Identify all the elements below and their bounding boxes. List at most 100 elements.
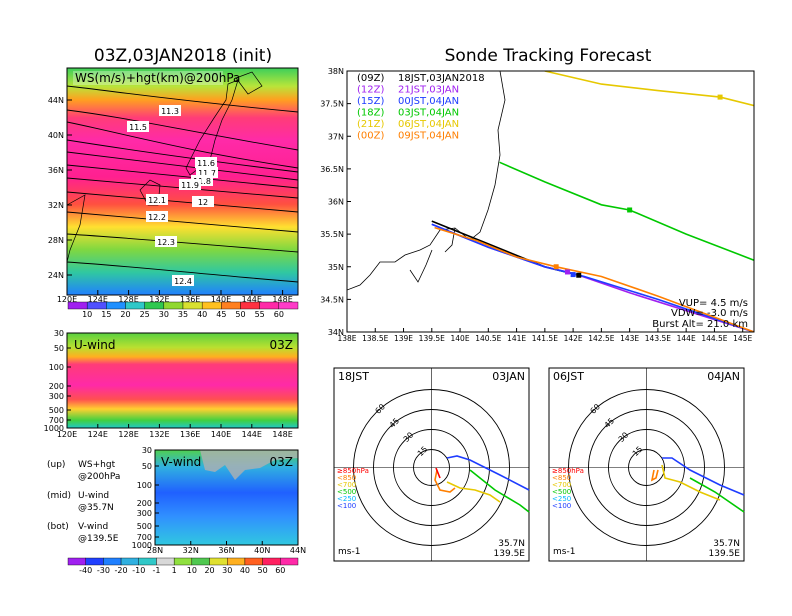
ws-lat-tick-label: 32N (48, 201, 64, 210)
hodograph-level: ≥850hPa (552, 467, 584, 475)
hodograph-trace (662, 457, 745, 496)
track-lon-tick-label: 141E (507, 334, 526, 343)
track-lon-tick-label: 140.5E (475, 334, 501, 343)
uwind-p-tick-label: 50 (54, 344, 64, 353)
colorbar-label: 50 (258, 566, 268, 575)
legend-text: @35.7N (78, 503, 114, 513)
colorbar-swatch (138, 557, 157, 566)
track-marker (564, 269, 570, 275)
uwind-lon-tick-label: 120E (57, 430, 77, 439)
colorbar-label: 50 (235, 310, 245, 319)
uwind-p-tick-label: 30 (54, 329, 64, 338)
track-lon-ticks: 138E 138.5E 139E 139.5E 140E 140.5E 141E 141.5E… (337, 328, 752, 343)
legend-text: @139.5E (78, 534, 119, 544)
hodograph-date: 04JAN (707, 370, 740, 383)
hodograph-level: <700 (552, 481, 571, 489)
colorbar-label: 30 (159, 310, 169, 319)
track-lon-tick-label: 138E (337, 334, 356, 343)
track-legend-time: 21JST,03JAN (398, 85, 459, 96)
colorbar-swatch (85, 557, 104, 566)
track-legend-time: 09JST,04JAN (398, 131, 459, 142)
colorbar-label: 20 (120, 310, 130, 319)
ws-map-frame (66, 67, 299, 296)
hodograph-time: 06JST (553, 370, 584, 383)
colorbar-swatch (173, 557, 193, 566)
track-legend-time: 00JST,04JAN (398, 96, 459, 107)
colorbar-swatch (280, 557, 299, 566)
legend-text: WS+hgt (78, 460, 116, 470)
colorbar-label: 1 (172, 566, 177, 575)
colorbar-swatch (67, 301, 88, 310)
hodograph-level: <850 (552, 474, 571, 482)
ws-lon-ticks: 120E 124E 128E 132E 136E 140E 144E 148E (57, 290, 293, 304)
ws-lon-tick-label: 136E (180, 295, 200, 304)
colorbar-swatch (221, 301, 241, 310)
colorbar-label: -20 (115, 566, 128, 575)
ws-lon-tick-label: 144E (242, 295, 262, 304)
hodograph-unit: ms-1 (553, 547, 575, 557)
ws-lat-tick-label: 44N (48, 96, 64, 105)
colorbar-swatch (106, 301, 126, 310)
colorbar-label: 10 (187, 566, 197, 575)
uwind-lon-tick-label: 144E (242, 430, 262, 439)
colorbar-swatch (86, 301, 107, 310)
track-legend-name: (12Z) (357, 85, 384, 96)
hodograph-left: 15304560≥850hPa<850<700<500<250<10018JST… (333, 367, 530, 562)
hodograph-trace (661, 464, 721, 501)
ws-hgt-label: 11.7 (198, 169, 216, 178)
track-legend-name: (09Z) (357, 73, 384, 84)
ws-lon-tick-label: 124E (88, 295, 108, 304)
uwind-field (67, 333, 298, 428)
track-lon-tick-label: 139E (394, 334, 413, 343)
colorbar-label: 25 (140, 310, 150, 319)
ws-lat-tick-label: 24N (48, 271, 64, 280)
hodograph-level: <100 (552, 502, 571, 510)
colorbar-label: 15 (101, 310, 111, 319)
colorbar-swatch (120, 557, 139, 566)
vwind-p-tick-label: 200 (137, 499, 152, 508)
colorbar-label: 55 (255, 310, 265, 319)
hodograph-lat: 35.7N (498, 539, 525, 549)
ws-hgt-label: 11.6 (197, 159, 215, 168)
uwind-frame (66, 332, 299, 429)
hodograph-level: <500 (552, 488, 571, 496)
hodograph-lat: 35.7N (713, 539, 740, 549)
vwind-label: V-wind (161, 455, 201, 469)
ws-lon-tick-label: 132E (149, 295, 169, 304)
hodograph-level: <700 (337, 481, 356, 489)
hodograph-level: <100 (337, 502, 356, 510)
vwind-p-tick-label: 500 (137, 522, 152, 531)
track-marker (570, 272, 576, 278)
uwind-time: 03Z (270, 338, 294, 352)
ws-lon-tick-label: 128E (118, 295, 138, 304)
track-marker (627, 207, 633, 213)
vwind-p-tick-label: 1000 (132, 541, 152, 550)
track-vdw: VDW= -3.0 m/s (671, 308, 748, 319)
ws-lon-tick-label: 148E (272, 295, 292, 304)
vwind-p-tick-label: 300 (137, 509, 152, 518)
ws-lat-tick-label: 36N (48, 166, 64, 175)
legend-text: @200hPa (78, 472, 120, 482)
track-lat-tick-label: 36N (328, 198, 344, 207)
left-legend: (up) WS+hgt @200hPa (mid) U-wind @35.7N (bot) V… (47, 460, 120, 544)
hodograph-level: <250 (337, 495, 356, 503)
colorbar-swatch (227, 557, 246, 566)
uwind-lon-tick-label: 136E (180, 430, 200, 439)
hodograph-trace (446, 455, 530, 491)
colorbar-top: 10 15 20 25 30 35 40 45 50 55 60 (67, 301, 299, 319)
hodograph-time: 18JST (338, 370, 369, 383)
colorbar-swatch (103, 557, 122, 566)
colorbar-swatch (182, 301, 203, 310)
track-lon-tick-label: 144.5E (701, 334, 727, 343)
hodograph-trace (650, 469, 659, 482)
colorbar-label: 40 (240, 566, 250, 575)
vwind-time: 03Z (270, 455, 294, 469)
track-lat-tick-label: 35.5N (320, 230, 344, 239)
colorbar-swatch (67, 557, 86, 566)
ws-lon-tick-label: 120E (57, 295, 77, 304)
vwind-p-tick-label: 50 (142, 462, 152, 471)
track-marker (553, 264, 559, 270)
ws-lat-tick-label: 40N (48, 131, 64, 140)
colorbar-label: -40 (79, 566, 92, 575)
colorbar-swatch (244, 557, 263, 566)
